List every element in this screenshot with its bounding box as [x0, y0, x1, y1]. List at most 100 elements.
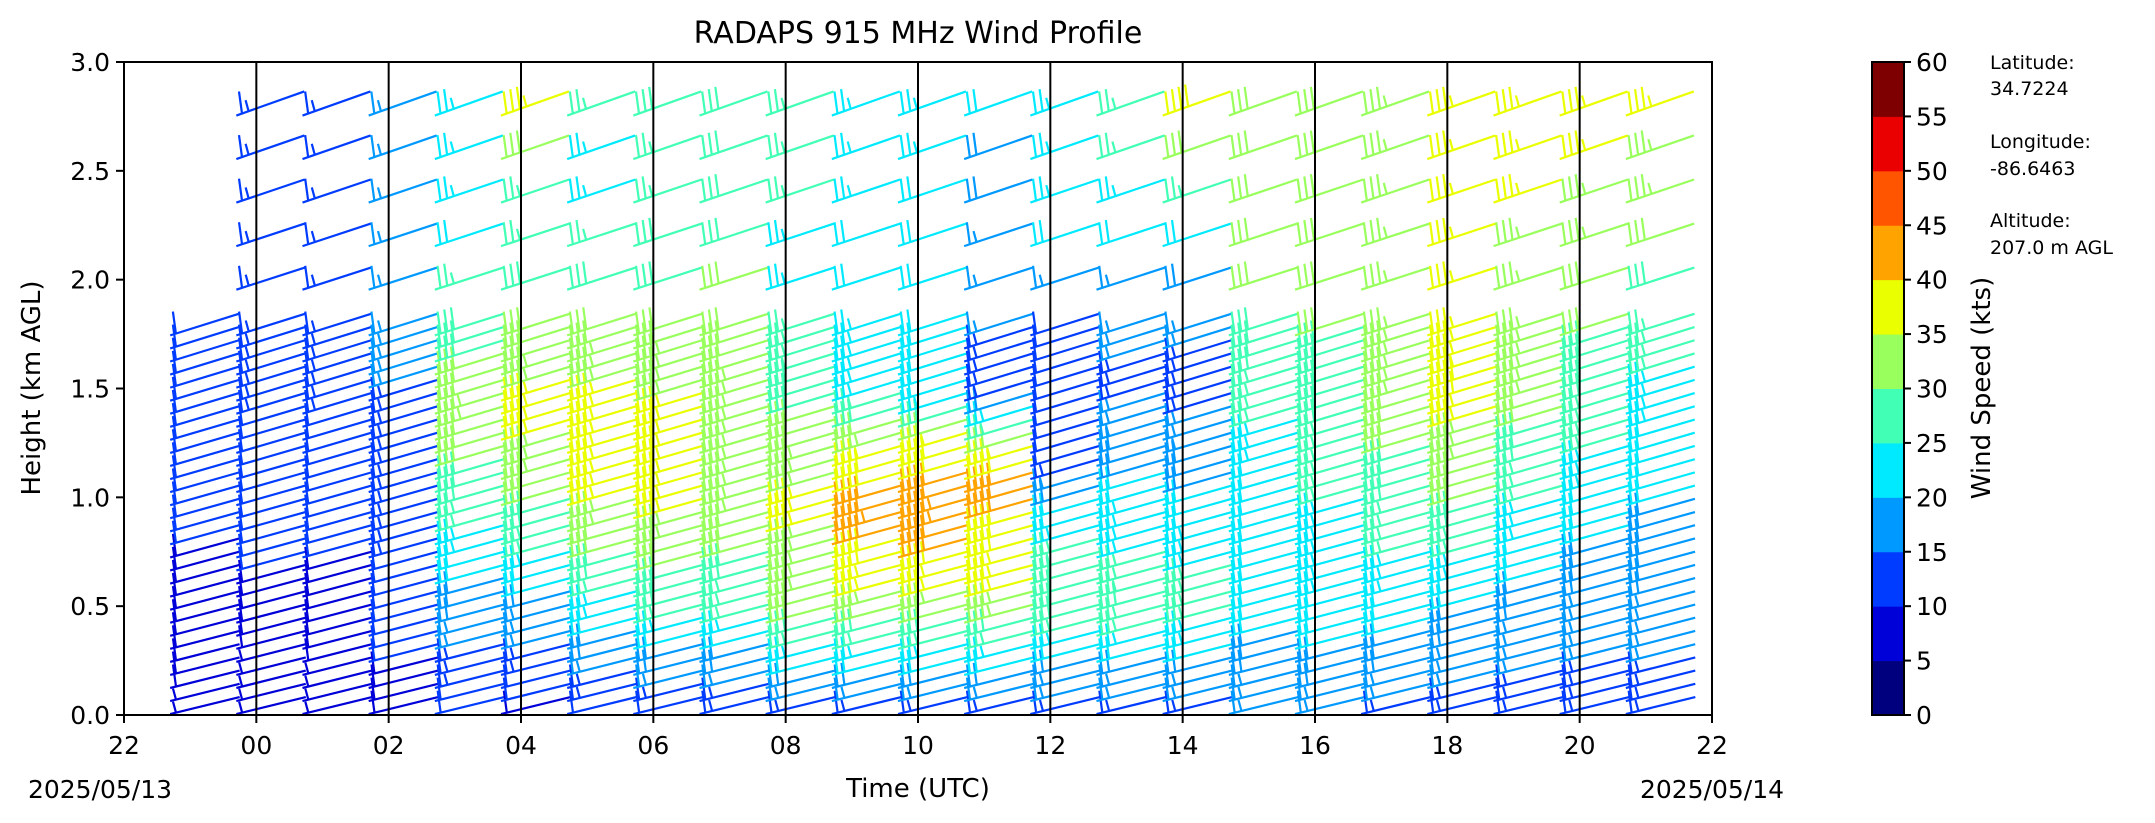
wind-barb-flag	[965, 494, 972, 517]
wind-barb-flag	[1184, 84, 1190, 107]
wind-barb-shaft	[1030, 524, 1100, 546]
wind-barb-flag	[509, 492, 515, 515]
wind-barb-shaft	[1162, 603, 1233, 624]
wind-barb-shaft	[1360, 590, 1431, 611]
wind-barb-shaft	[566, 392, 637, 415]
wind-barb-flag	[1177, 567, 1184, 579]
wind-barb-shaft	[1294, 418, 1365, 441]
wind-barb-flag	[707, 492, 714, 515]
wind-barb-flag	[1495, 324, 1501, 347]
wind-barb-flag	[840, 374, 846, 398]
wind-barb-flag	[1382, 95, 1388, 107]
wind-barb-flag	[502, 324, 508, 347]
x-date-end-label: 2025/05/14	[1640, 775, 1784, 804]
wind-barb-flag	[906, 492, 912, 515]
wind-barb-flag	[310, 346, 316, 358]
wind-barb-flag	[1038, 610, 1045, 633]
wind-barb-flag	[1376, 567, 1382, 579]
wind-barb-flag	[721, 486, 727, 499]
wind-barb-flag	[1442, 490, 1448, 513]
wind-barb-flag	[568, 363, 574, 387]
wind-barb-flag	[237, 363, 244, 387]
wind-barb-flag	[1303, 263, 1309, 286]
wind-barb-flag	[310, 99, 316, 112]
wind-barb-flag	[634, 350, 641, 373]
wind-barb-flag	[906, 387, 912, 411]
wind-barb-flag	[1038, 274, 1044, 286]
wind-barb-shaft	[1228, 510, 1299, 533]
wind-barb-flag	[310, 385, 317, 398]
wind-barb-shaft	[1294, 603, 1365, 624]
wind-barb-shaft	[1228, 656, 1299, 677]
wind-barb-flag	[568, 350, 574, 373]
wind-barb-flag	[1495, 389, 1501, 413]
wind-barb-flag	[846, 357, 853, 369]
wind-barb-flag	[238, 688, 244, 700]
wind-barb-flag	[582, 490, 588, 513]
wind-barb-flag	[708, 636, 714, 659]
wind-barb-flag	[1495, 546, 1501, 570]
wind-barb-flag	[780, 516, 787, 540]
wind-barb-shaft	[368, 312, 438, 337]
wind-barb-flag	[634, 324, 641, 347]
wind-barb-flag	[1448, 226, 1455, 238]
wind-barb-flag	[1508, 488, 1514, 500]
wind-barb-shaft	[1559, 405, 1629, 428]
wind-barb-flag	[449, 385, 456, 409]
wind-barb-shaft	[963, 134, 1033, 161]
wind-barb-flag	[1369, 440, 1375, 463]
wind-barb-flag	[846, 318, 852, 330]
wind-barb-flag	[1515, 270, 1521, 282]
wind-barb-flag	[1369, 427, 1375, 450]
wind-barb-flag	[1031, 402, 1038, 426]
wind-barb-flag	[846, 425, 853, 448]
wind-barb-flag	[1515, 342, 1521, 354]
wind-barb-flag	[774, 597, 780, 620]
wind-barb-shaft	[1493, 365, 1563, 389]
wind-barb-shaft	[1162, 550, 1233, 572]
wind-barb-shaft	[302, 550, 373, 572]
wind-barb-shaft	[236, 590, 306, 611]
wind-barb-flag	[502, 455, 508, 478]
wind-barb-shaft	[1228, 222, 1298, 248]
wind-barb-flag	[707, 387, 714, 411]
wind-barb-shaft	[1559, 392, 1629, 415]
wind-barb-flag	[648, 503, 654, 527]
wind-barb-shaft	[1294, 325, 1365, 350]
wind-barb-flag	[310, 372, 316, 385]
wind-barb-shaft	[831, 524, 902, 546]
wind-barb-flag	[1303, 636, 1309, 659]
wind-barb-shaft	[897, 325, 968, 350]
wind-barb-flag	[1310, 422, 1316, 435]
wind-barb-flag	[840, 400, 846, 424]
wind-barb-shaft	[566, 352, 637, 376]
wind-barb-flag	[1634, 518, 1640, 542]
wind-barb-flag	[1237, 649, 1243, 672]
wind-barb-flag	[1038, 176, 1044, 199]
wind-barb-flag	[1045, 184, 1051, 197]
wind-barb-shaft	[302, 590, 373, 611]
wind-barb-flag	[509, 263, 515, 286]
wind-barb-flag	[1177, 130, 1183, 153]
wind-barb-shaft	[831, 643, 902, 663]
wind-barb-shaft	[1294, 563, 1365, 585]
wind-barb-shaft	[963, 603, 1034, 624]
wind-barb-flag	[1501, 453, 1508, 476]
wind-barb-flag	[1369, 544, 1375, 568]
wind-barb-flag	[1362, 690, 1369, 713]
wind-barb-flag	[238, 481, 244, 504]
wind-barb-flag	[899, 363, 905, 387]
wind-barb-flag	[509, 348, 515, 371]
wind-barb-flag	[1369, 387, 1375, 411]
wind-barb-flag	[1362, 481, 1369, 504]
x-tick-label: 00	[240, 731, 272, 760]
wind-barb-flag	[1310, 398, 1316, 422]
wind-barb-flag	[635, 546, 641, 570]
wind-barb-flag	[1362, 664, 1369, 687]
colorbar-tick-label: 5	[1916, 647, 1932, 676]
wind-barb-flag	[516, 412, 522, 435]
wind-barb-flag	[1369, 623, 1375, 646]
wind-barb-flag	[1369, 400, 1375, 424]
wind-barb-flag	[370, 664, 376, 687]
wind-barb-flag	[913, 412, 919, 435]
